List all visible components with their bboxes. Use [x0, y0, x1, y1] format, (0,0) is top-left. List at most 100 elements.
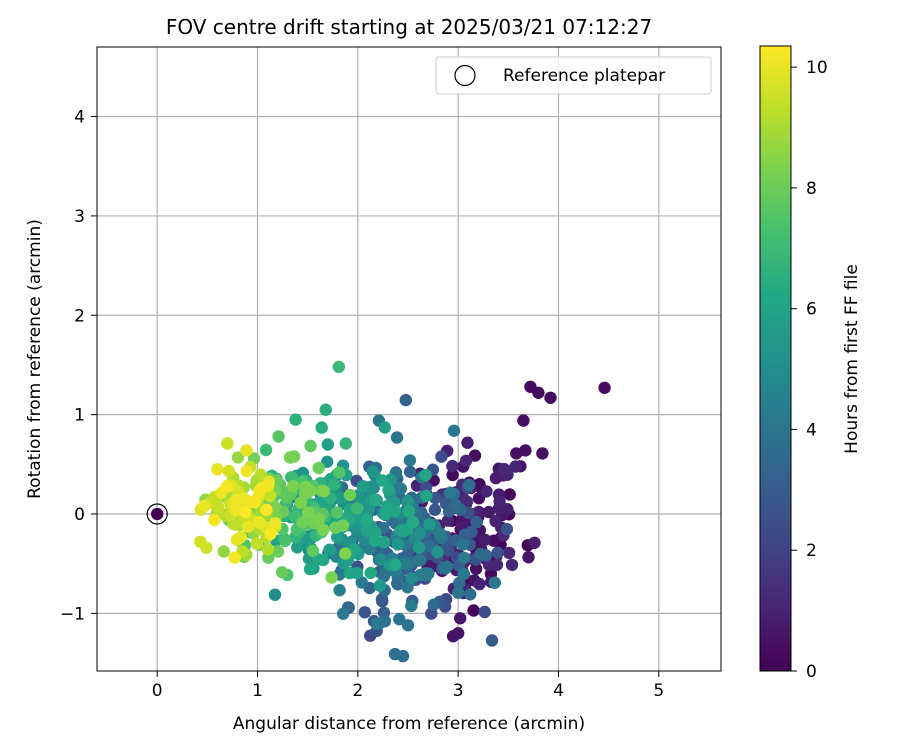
data-point [375, 474, 389, 487]
colorbar-label: Hours from first FF file [842, 264, 862, 454]
data-point [231, 451, 245, 464]
data-point [528, 536, 541, 549]
y-tick-label: 3 [74, 207, 85, 227]
colorbar: 0 2 4 6 8 10 Hours from first FF file [759, 45, 862, 682]
data-point [473, 577, 486, 591]
data-point [502, 546, 516, 560]
data-point [255, 482, 268, 495]
data-point [482, 558, 496, 572]
data-point [373, 579, 387, 592]
data-point [377, 535, 391, 549]
data-point [240, 444, 253, 457]
data-point [461, 436, 474, 449]
data-point [456, 538, 469, 551]
colorbar-ticks: 0 2 4 6 8 10 [791, 58, 828, 682]
x-tick-label: 4 [553, 681, 564, 701]
data-point [319, 403, 332, 416]
reference-point-ring [146, 503, 168, 525]
data-point [252, 516, 266, 529]
x-tick-label: 5 [653, 681, 664, 701]
data-point [401, 494, 415, 508]
data-point [433, 527, 447, 540]
y-tick-label: 2 [74, 306, 85, 326]
data-point [283, 451, 297, 464]
data-point [370, 617, 384, 630]
colorbar-tick-label: 2 [806, 541, 817, 561]
data-point [510, 447, 523, 460]
legend: Reference platepar [435, 56, 712, 95]
data-point [343, 488, 357, 502]
data-point [503, 488, 516, 501]
data-point [323, 543, 336, 556]
data-point [325, 571, 338, 584]
data-point [254, 468, 267, 481]
data-point [427, 598, 440, 611]
data-point [198, 499, 211, 513]
data-point [439, 562, 452, 575]
data-point [303, 562, 317, 576]
data-point [200, 541, 213, 554]
data-point [457, 567, 470, 581]
data-point [269, 517, 282, 530]
data-point [217, 545, 230, 558]
data-point [522, 551, 535, 564]
colorbar-tick-label: 10 [806, 58, 828, 78]
data-point [234, 530, 248, 544]
data-point [403, 465, 417, 478]
data-point [312, 513, 325, 527]
colorbar-tick-label: 0 [806, 662, 817, 682]
data-point [351, 502, 364, 515]
data-point [393, 613, 406, 626]
data-point [230, 493, 243, 507]
data-point [403, 454, 417, 467]
data-point [279, 534, 292, 548]
data-point [532, 386, 545, 399]
data-point [321, 438, 334, 451]
y-axis-ticks: −1 0 1 2 3 4 [60, 108, 97, 624]
data-point [343, 566, 356, 580]
data-point [405, 599, 418, 613]
data-point [360, 514, 373, 527]
data-point [221, 437, 234, 450]
data-point [339, 547, 352, 560]
data-point [220, 480, 234, 493]
data-point [536, 447, 549, 460]
data-point [444, 486, 457, 499]
data-point [240, 464, 253, 478]
data-point [211, 463, 224, 476]
colorbar-tick-label: 8 [806, 179, 817, 199]
data-point [488, 576, 501, 589]
data-point [447, 424, 461, 437]
data-point [482, 505, 495, 519]
data-point [317, 485, 331, 498]
data-point [229, 518, 243, 531]
data-point [413, 554, 426, 567]
data-point [241, 520, 255, 533]
data-point [260, 503, 273, 516]
data-point [275, 566, 289, 579]
data-point [304, 439, 317, 453]
data-point [467, 604, 480, 617]
data-point [489, 471, 503, 485]
data-point [229, 503, 242, 517]
data-point [463, 478, 476, 492]
legend-marker-reference [454, 64, 476, 87]
data-point [355, 576, 368, 589]
data-point [312, 461, 325, 475]
y-axis-label: Rotation from reference (arcmin) [25, 219, 45, 499]
data-point [302, 506, 315, 519]
data-point [428, 503, 442, 516]
data-point [446, 468, 459, 482]
data-point [250, 537, 263, 550]
data-point [441, 514, 455, 527]
x-tick-label: 3 [453, 681, 464, 701]
data-point [485, 634, 499, 647]
data-point [369, 494, 382, 507]
data-point [321, 455, 334, 468]
data-point [423, 518, 436, 531]
data-point [458, 528, 472, 541]
colorbar-tick-label: 6 [806, 300, 817, 320]
data-point [264, 527, 277, 540]
reference-point [146, 503, 168, 525]
data-point [272, 430, 285, 443]
